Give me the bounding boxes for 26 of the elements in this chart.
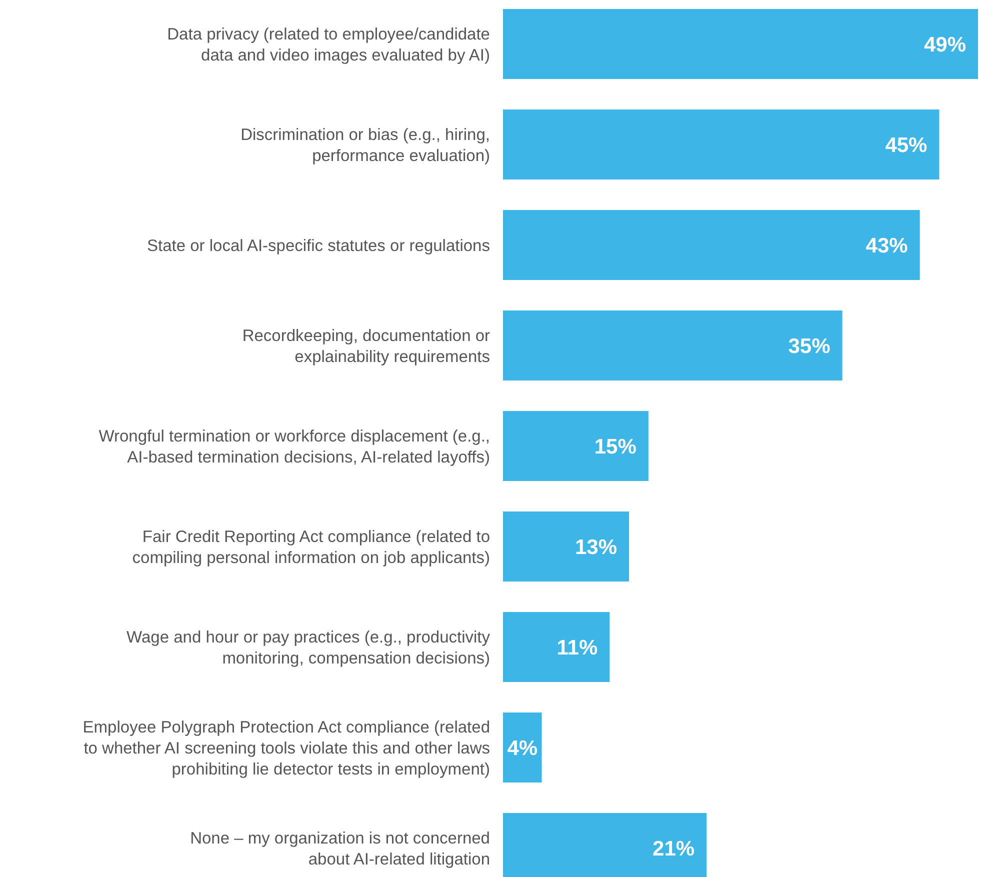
y-tick-label: Employee Polygraph Protection Act compliance (related to whether AI screening tools violate this and other laws prohibiting lie detector tests in employment) <box>82 718 490 778</box>
data-label: 11% <box>556 636 598 660</box>
data-label: 43% <box>866 234 908 258</box>
y-tick-label: State or local AI-specific statutes or regulations <box>146 236 490 255</box>
bar <box>503 612 610 682</box>
data-label: 35% <box>788 334 831 358</box>
y-tick-label: Data privacy (related to employee/candidate data and video images evaluated by AI) <box>167 25 490 64</box>
y-tick-label: Wrongful termination or workforce displacement (e.g., AI-based termination decisions, AI-related layoffs) <box>98 427 490 466</box>
bar <box>503 712 542 782</box>
data-label: 15% <box>594 435 637 458</box>
y-tick-label: Discrimination or bias (e.g., hiring, performance evaluation) <box>240 126 490 165</box>
y-tick-label: Wage and hour or pay practices (e.g., productivity monitoring, compensation decisions) <box>126 628 491 668</box>
data-label: 21% <box>652 837 695 860</box>
data-label: 4% <box>507 736 538 760</box>
y-tick-label: Recordkeeping, documentation or explainability requirements <box>242 326 490 366</box>
data-label: 13% <box>574 536 618 559</box>
bar <box>503 310 842 380</box>
y-tick-label: Fair Credit Reporting Act compliance (related to compiling personal information on job applicants) <box>132 528 490 567</box>
data-label: 49% <box>924 33 966 56</box>
bar <box>503 210 920 280</box>
y-tick-label: None – my organization is not concerned about AI-related litigation <box>190 829 490 868</box>
data-label: 45% <box>885 134 928 157</box>
bar <box>503 110 940 180</box>
bar <box>503 512 630 582</box>
bar <box>503 9 978 79</box>
bar <box>503 411 648 481</box>
